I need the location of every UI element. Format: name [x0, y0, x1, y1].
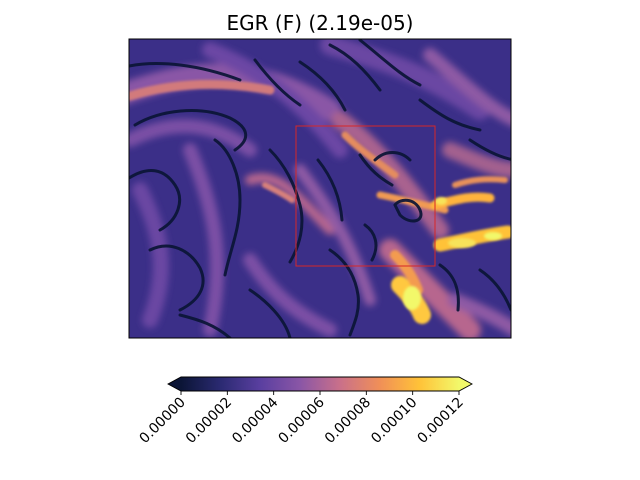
colorbar: 0.000000.000020.000040.000060.000080.000…	[137, 376, 473, 447]
heatmap	[129, 39, 511, 338]
plot-frame	[128, 38, 512, 339]
chart-title: EGR (F) (2.19e-05)	[226, 11, 414, 35]
heatmap-field-low	[129, 39, 511, 338]
colorbar-extend-max	[459, 377, 472, 391]
colorbar-ticks: 0.000000.000020.000040.000060.000080.000…	[137, 391, 467, 447]
heatmap-field-peak	[403, 197, 502, 310]
highlight-region-box	[295, 125, 436, 267]
colorbar-gradient	[181, 377, 459, 391]
heatmap-field-medium	[129, 39, 511, 338]
colorbar-tick-label: 0.00010	[368, 395, 420, 447]
colorbar-tick-label: 0.00004	[229, 394, 281, 446]
colorbar-extend-min	[168, 377, 181, 391]
colorbar-tick-label: 0.00002	[183, 395, 235, 447]
colorbar-tick-label: 0.00000	[137, 395, 189, 447]
colorbar-tick-label: 0.00006	[276, 394, 328, 446]
colorbar-tick-label: 0.00008	[322, 395, 374, 447]
colorbar-tick-label: 0.00012	[415, 395, 467, 447]
